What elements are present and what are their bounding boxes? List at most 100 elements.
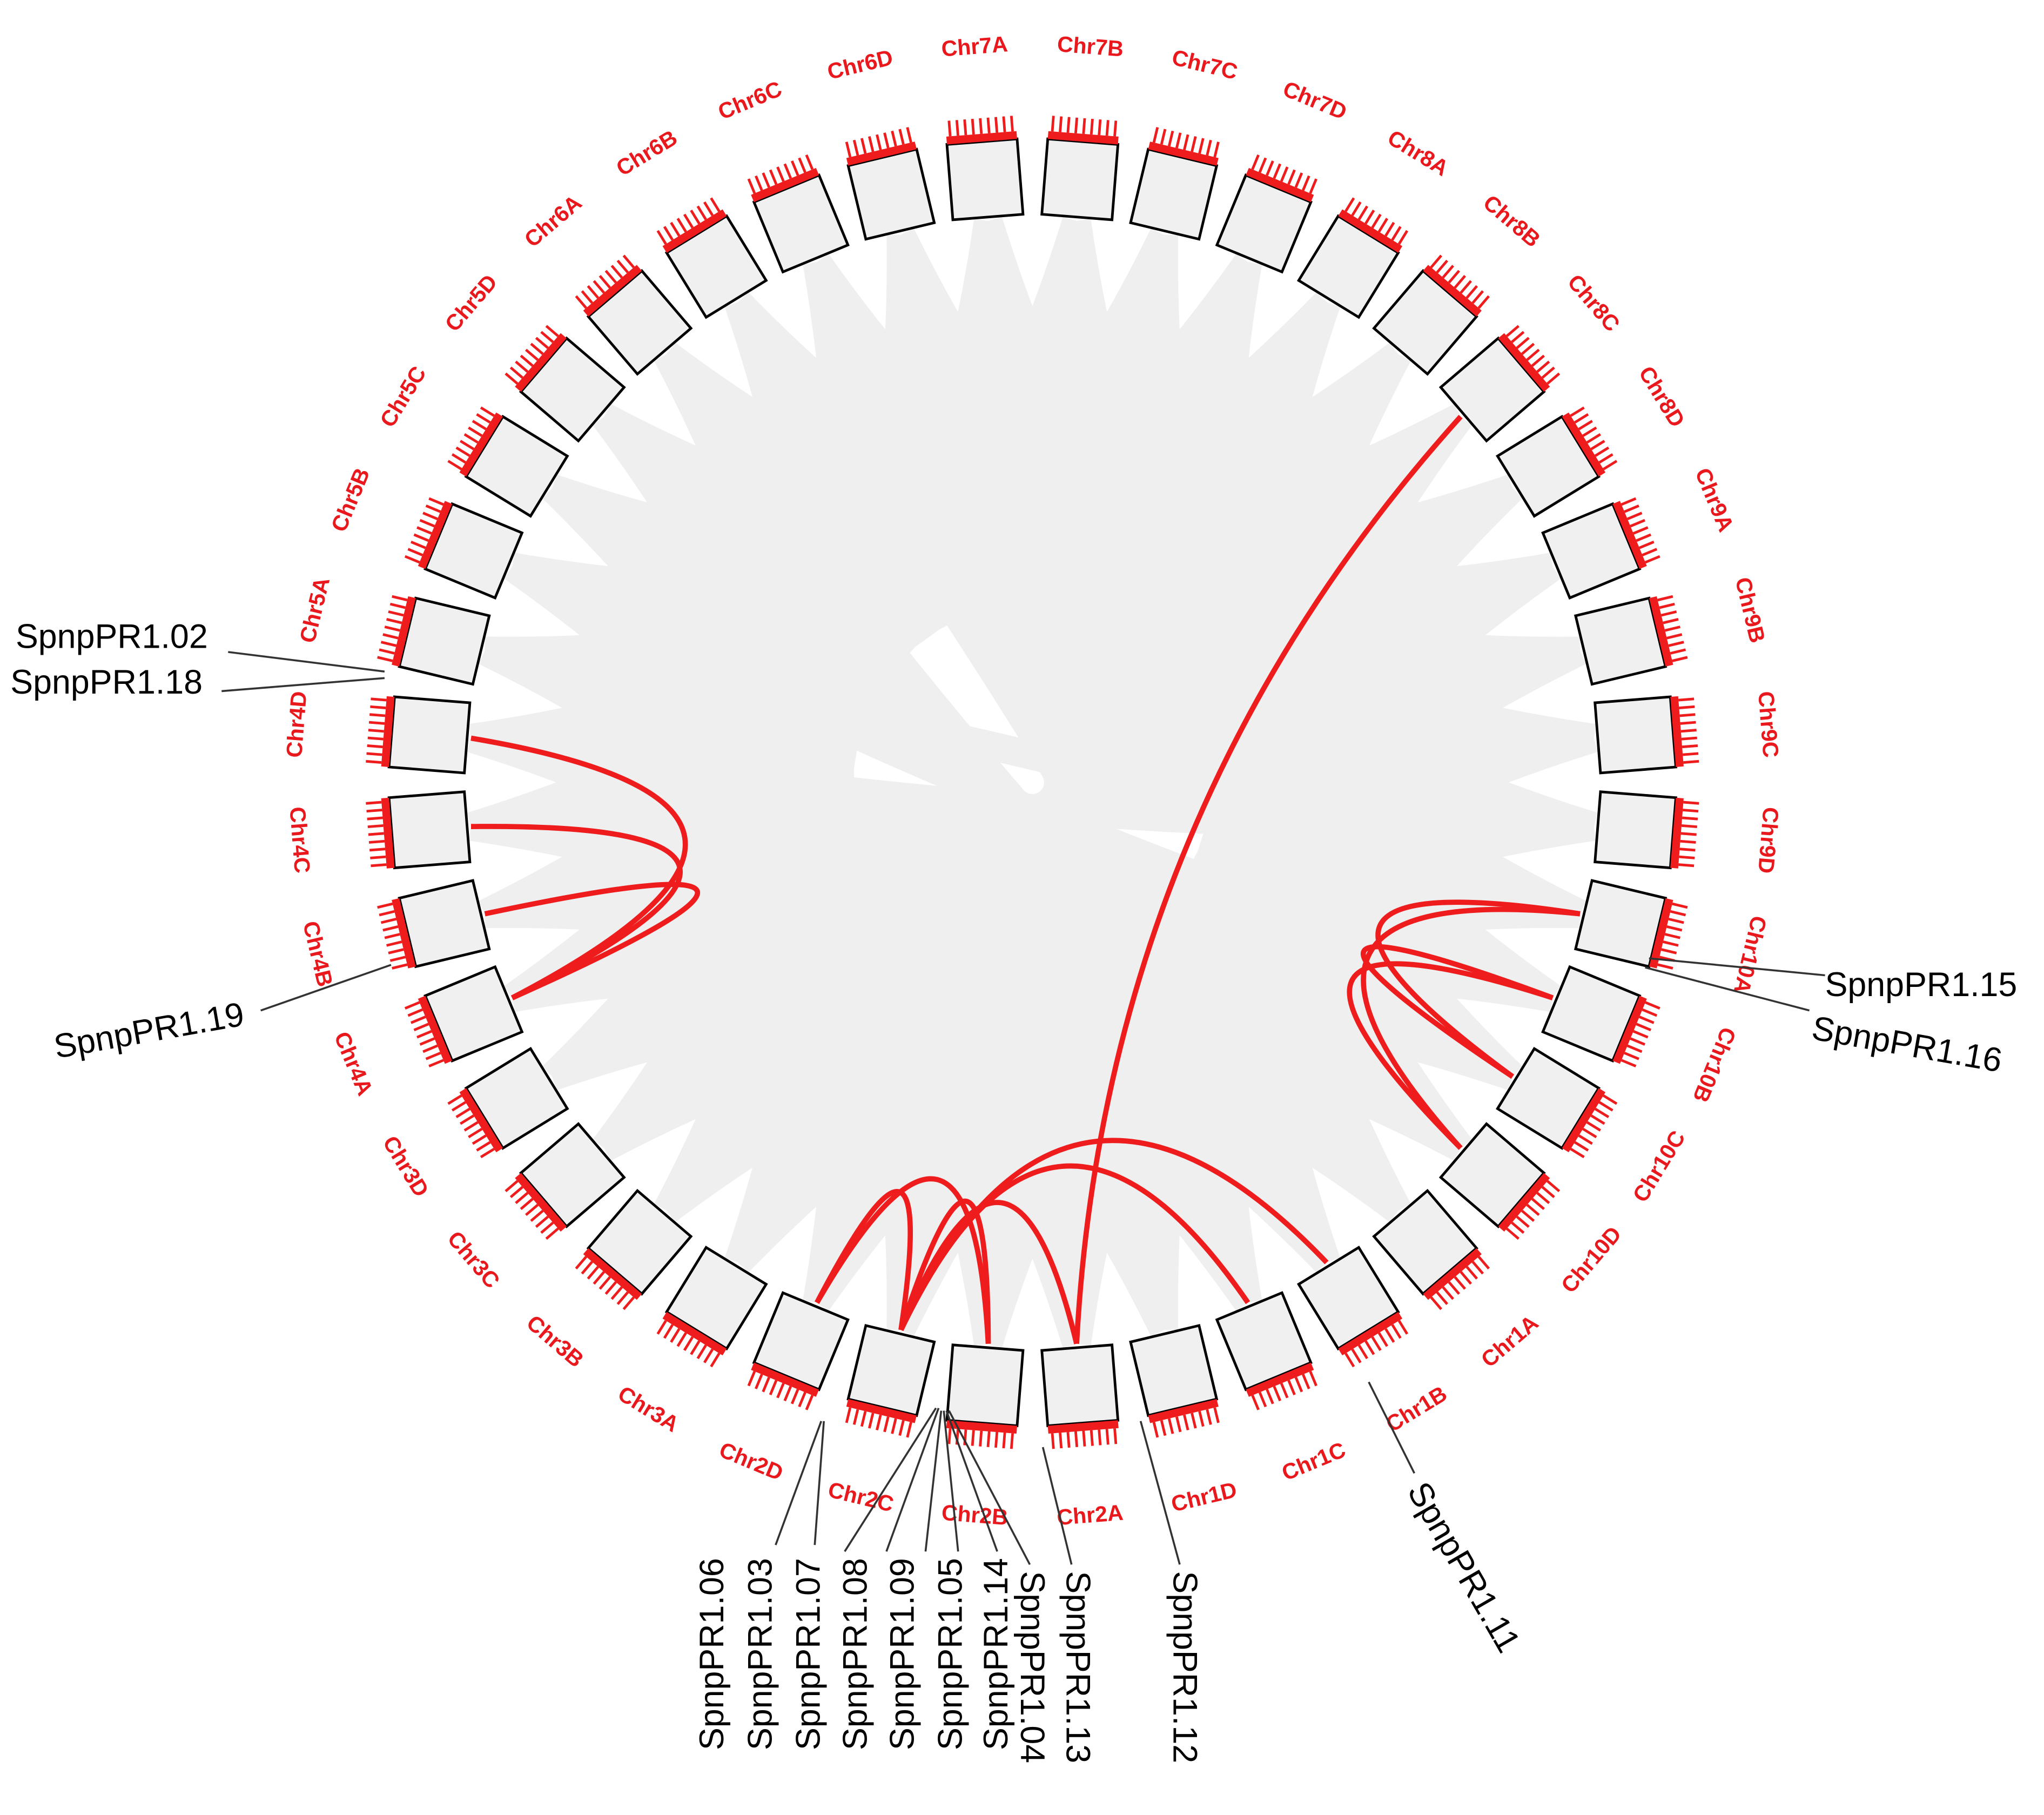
tick — [1621, 497, 1637, 506]
tick — [1680, 729, 1697, 733]
tick — [371, 863, 387, 868]
leader-line — [1041, 1447, 1073, 1565]
red-link — [898, 1198, 991, 1344]
leader-line — [885, 1408, 940, 1552]
chromosome-label: Chr9D — [1753, 806, 1784, 874]
tick — [1574, 413, 1589, 424]
tick — [404, 555, 420, 564]
tick — [1059, 1433, 1063, 1449]
tick — [379, 910, 395, 917]
tick — [845, 142, 852, 158]
tick — [1364, 1340, 1375, 1355]
tick — [386, 940, 402, 947]
tick — [1294, 172, 1303, 188]
tick — [1526, 348, 1540, 361]
tick — [1680, 832, 1697, 836]
chromosome-band — [515, 1173, 567, 1232]
red-link — [815, 1189, 913, 1330]
tick — [1175, 132, 1182, 149]
chromosome — [845, 127, 936, 241]
chromosome — [1593, 695, 1699, 775]
tick — [1198, 138, 1205, 154]
chromosome — [1496, 1046, 1618, 1159]
chromosome-label: Chr9C — [1753, 690, 1784, 758]
gene-label: SpnpPR1.14 — [977, 1558, 1015, 1750]
chromosome — [1296, 197, 1409, 319]
tick — [1678, 697, 1695, 702]
red-links — [470, 415, 1581, 1345]
tick — [1465, 1266, 1478, 1280]
tick — [413, 533, 429, 542]
chromosome-band — [515, 333, 567, 392]
tick — [389, 956, 406, 962]
tick — [1505, 325, 1519, 338]
gene-label: SpnpPR1.06 — [693, 1558, 731, 1750]
tick — [530, 1209, 544, 1222]
chromosome-label: Chr5C — [375, 362, 431, 432]
tick — [369, 713, 386, 717]
tick — [419, 1037, 435, 1046]
chromosome — [1372, 1188, 1490, 1310]
tick — [1448, 1281, 1461, 1295]
tick — [971, 1430, 975, 1446]
tick — [1590, 440, 1605, 451]
chromosome-band — [1338, 209, 1403, 253]
chromosome-band — [392, 898, 416, 969]
tick — [1251, 1395, 1260, 1410]
tick — [947, 120, 952, 137]
chromosome-box — [1574, 596, 1668, 686]
tick — [1505, 1227, 1519, 1240]
chromosome-band — [1649, 596, 1673, 667]
chromosome — [1129, 1323, 1220, 1438]
tick — [1471, 290, 1484, 304]
chromosome-box — [1129, 147, 1219, 241]
tick — [1397, 230, 1409, 245]
tick — [1630, 519, 1645, 528]
tick — [1657, 963, 1673, 970]
chromosome-label: Chr3D — [378, 1132, 434, 1201]
chromosome — [845, 1323, 936, 1438]
tick — [509, 366, 523, 379]
tick — [1397, 1320, 1409, 1335]
tick — [407, 548, 423, 556]
chromosome — [747, 1291, 850, 1410]
tick — [790, 160, 799, 176]
tick — [1642, 1008, 1658, 1017]
tick — [1309, 1370, 1317, 1387]
tick — [480, 406, 495, 417]
tick — [505, 1180, 519, 1193]
tick — [690, 1340, 701, 1355]
chromosome — [1215, 1291, 1317, 1410]
tick — [1666, 925, 1683, 932]
chromosome-label: Chr10C — [1628, 1126, 1690, 1206]
tick — [783, 163, 792, 179]
tick — [1357, 1344, 1369, 1360]
tick — [1681, 736, 1698, 741]
tick — [366, 809, 382, 813]
ribbon — [1285, 810, 1595, 1159]
ribbon — [1297, 407, 1472, 1158]
tick — [1664, 933, 1680, 939]
chromosome-box — [1574, 879, 1668, 969]
tick — [1668, 917, 1684, 924]
tick — [392, 595, 408, 602]
tick — [1391, 1324, 1402, 1339]
tick — [852, 1409, 859, 1425]
tick — [368, 729, 384, 733]
chromosome-box — [387, 790, 472, 870]
chromosome-band — [392, 596, 416, 667]
chromosome — [1296, 1246, 1409, 1368]
tick — [384, 933, 400, 939]
tick — [860, 138, 867, 154]
chromosome-band — [662, 1312, 727, 1356]
tick — [1683, 801, 1699, 805]
chromosome — [505, 325, 626, 443]
chromosome-box — [586, 268, 693, 376]
chromosome-label: Chr8A — [1383, 125, 1453, 181]
tick — [1454, 1276, 1467, 1290]
leader-line — [1645, 966, 1810, 1012]
red-link — [1375, 899, 1581, 1079]
chromosome-band — [1246, 1362, 1314, 1397]
chromosome-label: Chr9A — [1690, 465, 1739, 535]
tick — [1536, 360, 1550, 373]
